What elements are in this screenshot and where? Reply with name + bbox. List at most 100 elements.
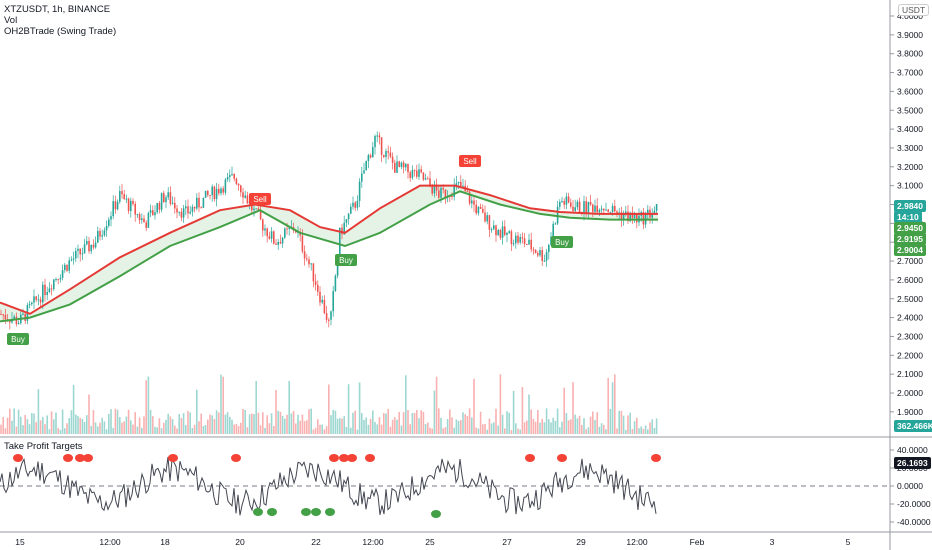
candle-body [317, 284, 319, 292]
candle-body [189, 211, 191, 214]
currency-badge[interactable]: USDT [898, 4, 930, 16]
volume-bar [268, 423, 271, 434]
candle-body [424, 178, 427, 180]
symbol-title[interactable]: XTZUSDT, 1h, BINANCE [4, 4, 111, 15]
candle-body [130, 200, 132, 212]
candle-body [50, 288, 53, 290]
volume-bar [143, 416, 145, 434]
candle-body [306, 258, 308, 260]
volume-bar [163, 422, 165, 434]
volume-bar [301, 414, 304, 434]
take-profit-buy-marker [311, 508, 321, 516]
osc-tick-label: 40.0000 [897, 445, 928, 455]
candle-body [451, 196, 453, 198]
volume-bar [435, 376, 438, 434]
volume-bar [55, 412, 57, 434]
volume-bar [510, 429, 513, 434]
volume-legend[interactable]: Vol [4, 15, 18, 26]
candle-body [519, 237, 521, 243]
candle-body [86, 240, 88, 245]
candle-body [484, 212, 486, 222]
volume-bar [297, 414, 299, 434]
volume-bar [196, 389, 198, 434]
volume-bar [295, 423, 297, 434]
volume-bar [235, 423, 238, 434]
volume-bar [460, 419, 462, 434]
time-tick-label: 18 [160, 537, 170, 547]
candle-body [0, 313, 2, 315]
volume-bar [473, 378, 475, 434]
volume-bar [647, 429, 649, 434]
candle-body [136, 214, 139, 216]
volume-bar [537, 410, 539, 434]
volume-bar [292, 411, 295, 434]
candle-body [22, 313, 24, 315]
candle-body [526, 243, 528, 245]
volume-bar [363, 419, 365, 434]
volume-bar [345, 426, 348, 434]
volume-bar [165, 419, 167, 434]
oscillator-legend[interactable]: Take Profit Targets [4, 441, 83, 452]
candle-body [460, 181, 462, 187]
volume-bar [328, 384, 330, 434]
candle-body [154, 212, 156, 216]
volume-bar [622, 415, 625, 434]
volume-bar [123, 421, 125, 434]
candle-body [477, 206, 480, 214]
volume-bar [119, 417, 121, 434]
candle-body [88, 240, 90, 252]
volume-bar [642, 428, 645, 434]
candle-body [13, 316, 15, 320]
price-tick-label: 1.9000 [897, 407, 923, 417]
volume-bar [33, 413, 35, 434]
volume-bar [127, 409, 130, 434]
volume-bar [176, 428, 178, 434]
candle-body [160, 193, 163, 210]
candle-body [83, 244, 86, 254]
candle-body [563, 201, 565, 205]
volume-bar [332, 409, 334, 434]
candle-body [567, 196, 570, 203]
time-axis[interactable]: 15 12:00 18 20 22 12:00 25 27 29 12:00 Feb 3 5 [15, 537, 850, 547]
volume-bar [251, 413, 253, 434]
volume-bar [336, 418, 339, 434]
volume-bar [28, 424, 31, 434]
indicator-legend[interactable]: OH2BTrade (Swing Trade) [4, 26, 117, 37]
volume-bar [248, 414, 251, 434]
volume-bar [422, 411, 425, 434]
volume-bar [116, 409, 119, 434]
candle-body [545, 252, 548, 261]
candle-body [418, 169, 420, 177]
candle-body [471, 200, 473, 204]
volume-tag: 362.466K [894, 420, 932, 432]
candle-body [224, 179, 227, 193]
candle-body [341, 227, 343, 235]
candle-body [35, 296, 37, 300]
take-profit-sell-marker [231, 454, 241, 462]
candle-body [286, 228, 288, 230]
take-profit-buy-marker [301, 508, 311, 516]
volume-bar [110, 409, 112, 434]
volume-bar [160, 428, 163, 434]
candle-body [64, 264, 66, 271]
volume-bar [464, 414, 466, 434]
volume-bar [449, 409, 451, 434]
volume-bar [255, 380, 257, 434]
volume-bar [534, 421, 537, 434]
time-tick-label: 12:00 [626, 537, 648, 547]
candle-body [570, 202, 572, 207]
volume-bar [68, 418, 70, 434]
candle-body [284, 228, 286, 238]
volume-bar [499, 374, 502, 434]
candle-body [365, 161, 367, 171]
volume-bar [411, 412, 414, 434]
chart-legend: XTZUSDT, 1h, BINANCE Vol OH2BTrade (Swin… [4, 4, 116, 37]
volume-bar [50, 411, 53, 434]
volume-bar [312, 429, 315, 434]
volume-bar [594, 420, 596, 434]
time-tick-label: 3 [770, 537, 775, 547]
candle-body [240, 185, 242, 193]
volume-bar [125, 416, 128, 434]
